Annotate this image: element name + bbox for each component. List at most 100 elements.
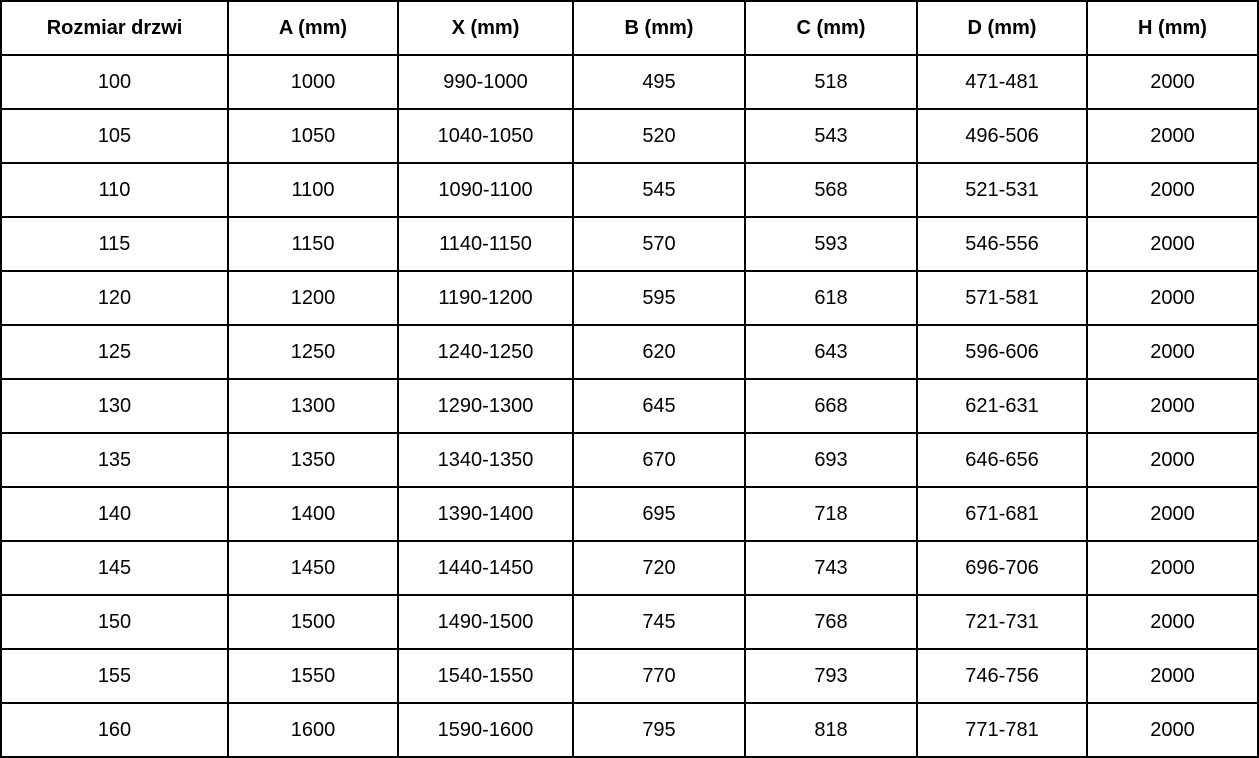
table-cell: 2000 [1086, 216, 1259, 272]
table-cell: 545 [572, 162, 746, 218]
table-cell: 1250 [227, 324, 399, 380]
table-cell: 795 [572, 702, 746, 758]
table-cell: 1590-1600 [397, 702, 574, 758]
table-row: 120 1200 1190-1200 595 618 571-581 2000 [0, 270, 1259, 326]
table-cell: 646-656 [916, 432, 1088, 488]
column-header: C (mm) [744, 0, 918, 56]
table-cell: 1540-1550 [397, 648, 574, 704]
table-cell: 1450 [227, 540, 399, 596]
table-row: 160 1600 1590-1600 795 818 771-781 2000 [0, 702, 1259, 758]
table-cell: 160 [0, 702, 229, 758]
table-cell: 110 [0, 162, 229, 218]
table-cell: 1190-1200 [397, 270, 574, 326]
table-cell: 496-506 [916, 108, 1088, 164]
table-cell: 150 [0, 594, 229, 650]
table-cell: 1240-1250 [397, 324, 574, 380]
table-row: 155 1550 1540-1550 770 793 746-756 2000 [0, 648, 1259, 704]
table-cell: 2000 [1086, 702, 1259, 758]
column-header: D (mm) [916, 0, 1088, 56]
table-cell: 1300 [227, 378, 399, 434]
table-cell: 1350 [227, 432, 399, 488]
table-cell: 1050 [227, 108, 399, 164]
table-cell: 2000 [1086, 378, 1259, 434]
table-cell: 100 [0, 54, 229, 110]
table-cell: 155 [0, 648, 229, 704]
table-cell: 618 [744, 270, 918, 326]
column-header: B (mm) [572, 0, 746, 56]
table-cell: 1000 [227, 54, 399, 110]
table-row: 135 1350 1340-1350 670 693 646-656 2000 [0, 432, 1259, 488]
table-cell: 543 [744, 108, 918, 164]
table-row: 110 1100 1090-1100 545 568 521-531 2000 [0, 162, 1259, 218]
table-row: 150 1500 1490-1500 745 768 721-731 2000 [0, 594, 1259, 650]
table-row: 130 1300 1290-1300 645 668 621-631 2000 [0, 378, 1259, 434]
table-cell: 2000 [1086, 108, 1259, 164]
table-cell: 1550 [227, 648, 399, 704]
table-cell: 125 [0, 324, 229, 380]
table-row: 105 1050 1040-1050 520 543 496-506 2000 [0, 108, 1259, 164]
table-cell: 1090-1100 [397, 162, 574, 218]
table-cell: 518 [744, 54, 918, 110]
table-cell: 546-556 [916, 216, 1088, 272]
table-cell: 793 [744, 648, 918, 704]
table-cell: 1440-1450 [397, 540, 574, 596]
table-cell: 568 [744, 162, 918, 218]
table-cell: 990-1000 [397, 54, 574, 110]
table-cell: 593 [744, 216, 918, 272]
table-cell: 1500 [227, 594, 399, 650]
table-cell: 696-706 [916, 540, 1088, 596]
table-cell: 2000 [1086, 540, 1259, 596]
table-cell: 1200 [227, 270, 399, 326]
table-cell: 130 [0, 378, 229, 434]
table-cell: 621-631 [916, 378, 1088, 434]
table-cell: 668 [744, 378, 918, 434]
table-cell: 720 [572, 540, 746, 596]
table-row: 115 1150 1140-1150 570 593 546-556 2000 [0, 216, 1259, 272]
table-cell: 2000 [1086, 270, 1259, 326]
table-cell: 1040-1050 [397, 108, 574, 164]
table-cell: 818 [744, 702, 918, 758]
table-cell: 571-581 [916, 270, 1088, 326]
column-header: A (mm) [227, 0, 399, 56]
table-cell: 145 [0, 540, 229, 596]
column-header: H (mm) [1086, 0, 1259, 56]
table-cell: 1400 [227, 486, 399, 542]
table-cell: 1340-1350 [397, 432, 574, 488]
table-cell: 1600 [227, 702, 399, 758]
table-cell: 105 [0, 108, 229, 164]
table-cell: 115 [0, 216, 229, 272]
table-cell: 596-606 [916, 324, 1088, 380]
table-cell: 671-681 [916, 486, 1088, 542]
table-cell: 695 [572, 486, 746, 542]
table-cell: 2000 [1086, 54, 1259, 110]
table-cell: 570 [572, 216, 746, 272]
table-cell: 2000 [1086, 162, 1259, 218]
table-header-row: Rozmiar drzwi A (mm) X (mm) B (mm) C (mm) D (… [0, 0, 1259, 56]
table-cell: 135 [0, 432, 229, 488]
table-cell: 140 [0, 486, 229, 542]
table-cell: 120 [0, 270, 229, 326]
table-cell: 643 [744, 324, 918, 380]
table-body: 100 1000 990-1000 495 518 471-481 2000 105 1050 1… [0, 54, 1259, 758]
column-header: Rozmiar drzwi [0, 0, 229, 56]
table-cell: 2000 [1086, 594, 1259, 650]
table-cell: 1140-1150 [397, 216, 574, 272]
table-cell: 2000 [1086, 324, 1259, 380]
table-cell: 1290-1300 [397, 378, 574, 434]
table-cell: 770 [572, 648, 746, 704]
table-cell: 2000 [1086, 648, 1259, 704]
table-row: 140 1400 1390-1400 695 718 671-681 2000 [0, 486, 1259, 542]
table-cell: 2000 [1086, 486, 1259, 542]
table-cell: 595 [572, 270, 746, 326]
table-cell: 721-731 [916, 594, 1088, 650]
table-row: 125 1250 1240-1250 620 643 596-606 2000 [0, 324, 1259, 380]
table-cell: 471-481 [916, 54, 1088, 110]
column-header: X (mm) [397, 0, 574, 56]
table-row: 145 1450 1440-1450 720 743 696-706 2000 [0, 540, 1259, 596]
table-cell: 743 [744, 540, 918, 596]
table-cell: 670 [572, 432, 746, 488]
table-cell: 1490-1500 [397, 594, 574, 650]
table-cell: 1150 [227, 216, 399, 272]
table-cell: 521-531 [916, 162, 1088, 218]
